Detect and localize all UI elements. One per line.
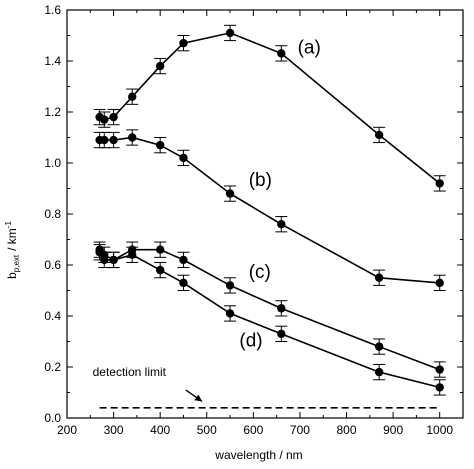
y-tick-label: 0.8 bbox=[44, 207, 61, 221]
data-point bbox=[155, 140, 165, 150]
x-axis-label: wavelength / nm bbox=[214, 448, 302, 462]
data-point bbox=[155, 265, 165, 275]
data-point bbox=[179, 38, 188, 48]
series-line bbox=[99, 32, 441, 185]
y-axis-label-main: b bbox=[5, 272, 19, 279]
series-1 bbox=[93, 129, 446, 291]
data-point bbox=[277, 329, 286, 339]
series-line bbox=[99, 248, 440, 371]
data-point bbox=[100, 135, 109, 145]
data-point bbox=[179, 255, 188, 265]
data-point bbox=[179, 278, 188, 288]
data-point bbox=[435, 278, 444, 288]
data-point bbox=[435, 179, 444, 188]
data-point bbox=[128, 250, 137, 259]
series-line bbox=[98, 249, 440, 389]
y-axis-ticks: 0.0 0.2 0.4 0.6 0.8 1.0 1.2 1.4 1.6 bbox=[44, 3, 463, 425]
svg-text:bp,ext/ km-1: bp,ext / km-1 bbox=[4, 221, 21, 279]
data-point bbox=[109, 135, 118, 145]
data-point bbox=[128, 133, 137, 142]
y-tick-label: 1.2 bbox=[44, 105, 61, 119]
y-tick-label: 1.4 bbox=[44, 54, 61, 68]
data-point bbox=[100, 115, 109, 124]
data-point bbox=[277, 304, 286, 313]
y-axis-label-unit: / km bbox=[5, 228, 19, 251]
y-tick-label: 1.6 bbox=[44, 3, 61, 17]
data-point bbox=[225, 309, 235, 318]
data-point bbox=[277, 220, 286, 229]
data-point bbox=[225, 28, 235, 38]
series-0 bbox=[93, 24, 446, 192]
data-point bbox=[225, 281, 235, 290]
y-tick-label: 0.0 bbox=[44, 411, 61, 425]
y-tick-label: 0.6 bbox=[44, 258, 61, 272]
x-tick-label: 600 bbox=[243, 423, 263, 437]
data-point bbox=[128, 92, 137, 101]
data-point bbox=[155, 61, 165, 71]
y-tick-label: 0.2 bbox=[44, 360, 61, 374]
x-tick-label: 1000 bbox=[426, 423, 453, 437]
y-tick-label: 1.0 bbox=[44, 156, 61, 170]
x-tick-label: 700 bbox=[290, 423, 310, 437]
x-tick-label: 500 bbox=[197, 423, 217, 437]
series-3 bbox=[93, 241, 446, 396]
series-label: (a) bbox=[298, 37, 321, 58]
data-point bbox=[435, 383, 444, 392]
data-point bbox=[100, 255, 109, 265]
series-label: (b) bbox=[249, 170, 272, 191]
detection-limit-label: detection limit bbox=[93, 365, 167, 379]
series-line bbox=[99, 136, 440, 284]
data-point bbox=[277, 49, 286, 58]
x-axis-ticks: 200 300 400 500 600 700 800 900 1000 bbox=[57, 10, 453, 437]
series-label: (d) bbox=[239, 331, 262, 352]
detection-limit-arrowhead bbox=[194, 394, 203, 402]
y-axis-label: bp,ext / km-1 bbox=[4, 221, 21, 279]
x-tick-label: 900 bbox=[383, 423, 403, 437]
y-tick-label: 0.4 bbox=[44, 309, 61, 323]
series-label: (c) bbox=[249, 262, 271, 283]
series-layer bbox=[93, 24, 446, 396]
data-point bbox=[179, 153, 188, 163]
x-tick-label: 400 bbox=[150, 423, 170, 437]
data-point bbox=[374, 342, 384, 351]
data-point bbox=[109, 112, 118, 122]
data-point bbox=[225, 189, 235, 198]
data-point bbox=[374, 130, 384, 140]
data-point bbox=[374, 367, 384, 377]
y-axis-label-exp: -1 bbox=[4, 221, 13, 229]
data-point bbox=[155, 245, 165, 254]
data-point bbox=[374, 273, 384, 282]
y-axis-label-sub: p,ext bbox=[12, 254, 21, 272]
x-tick-label: 300 bbox=[104, 423, 124, 437]
data-point bbox=[109, 255, 118, 265]
annotation-layer: (a) (b) (c) (d) detection limit bbox=[93, 37, 440, 409]
x-tick-label: 200 bbox=[57, 423, 77, 437]
data-point bbox=[435, 365, 444, 374]
x-tick-label: 800 bbox=[337, 423, 357, 437]
